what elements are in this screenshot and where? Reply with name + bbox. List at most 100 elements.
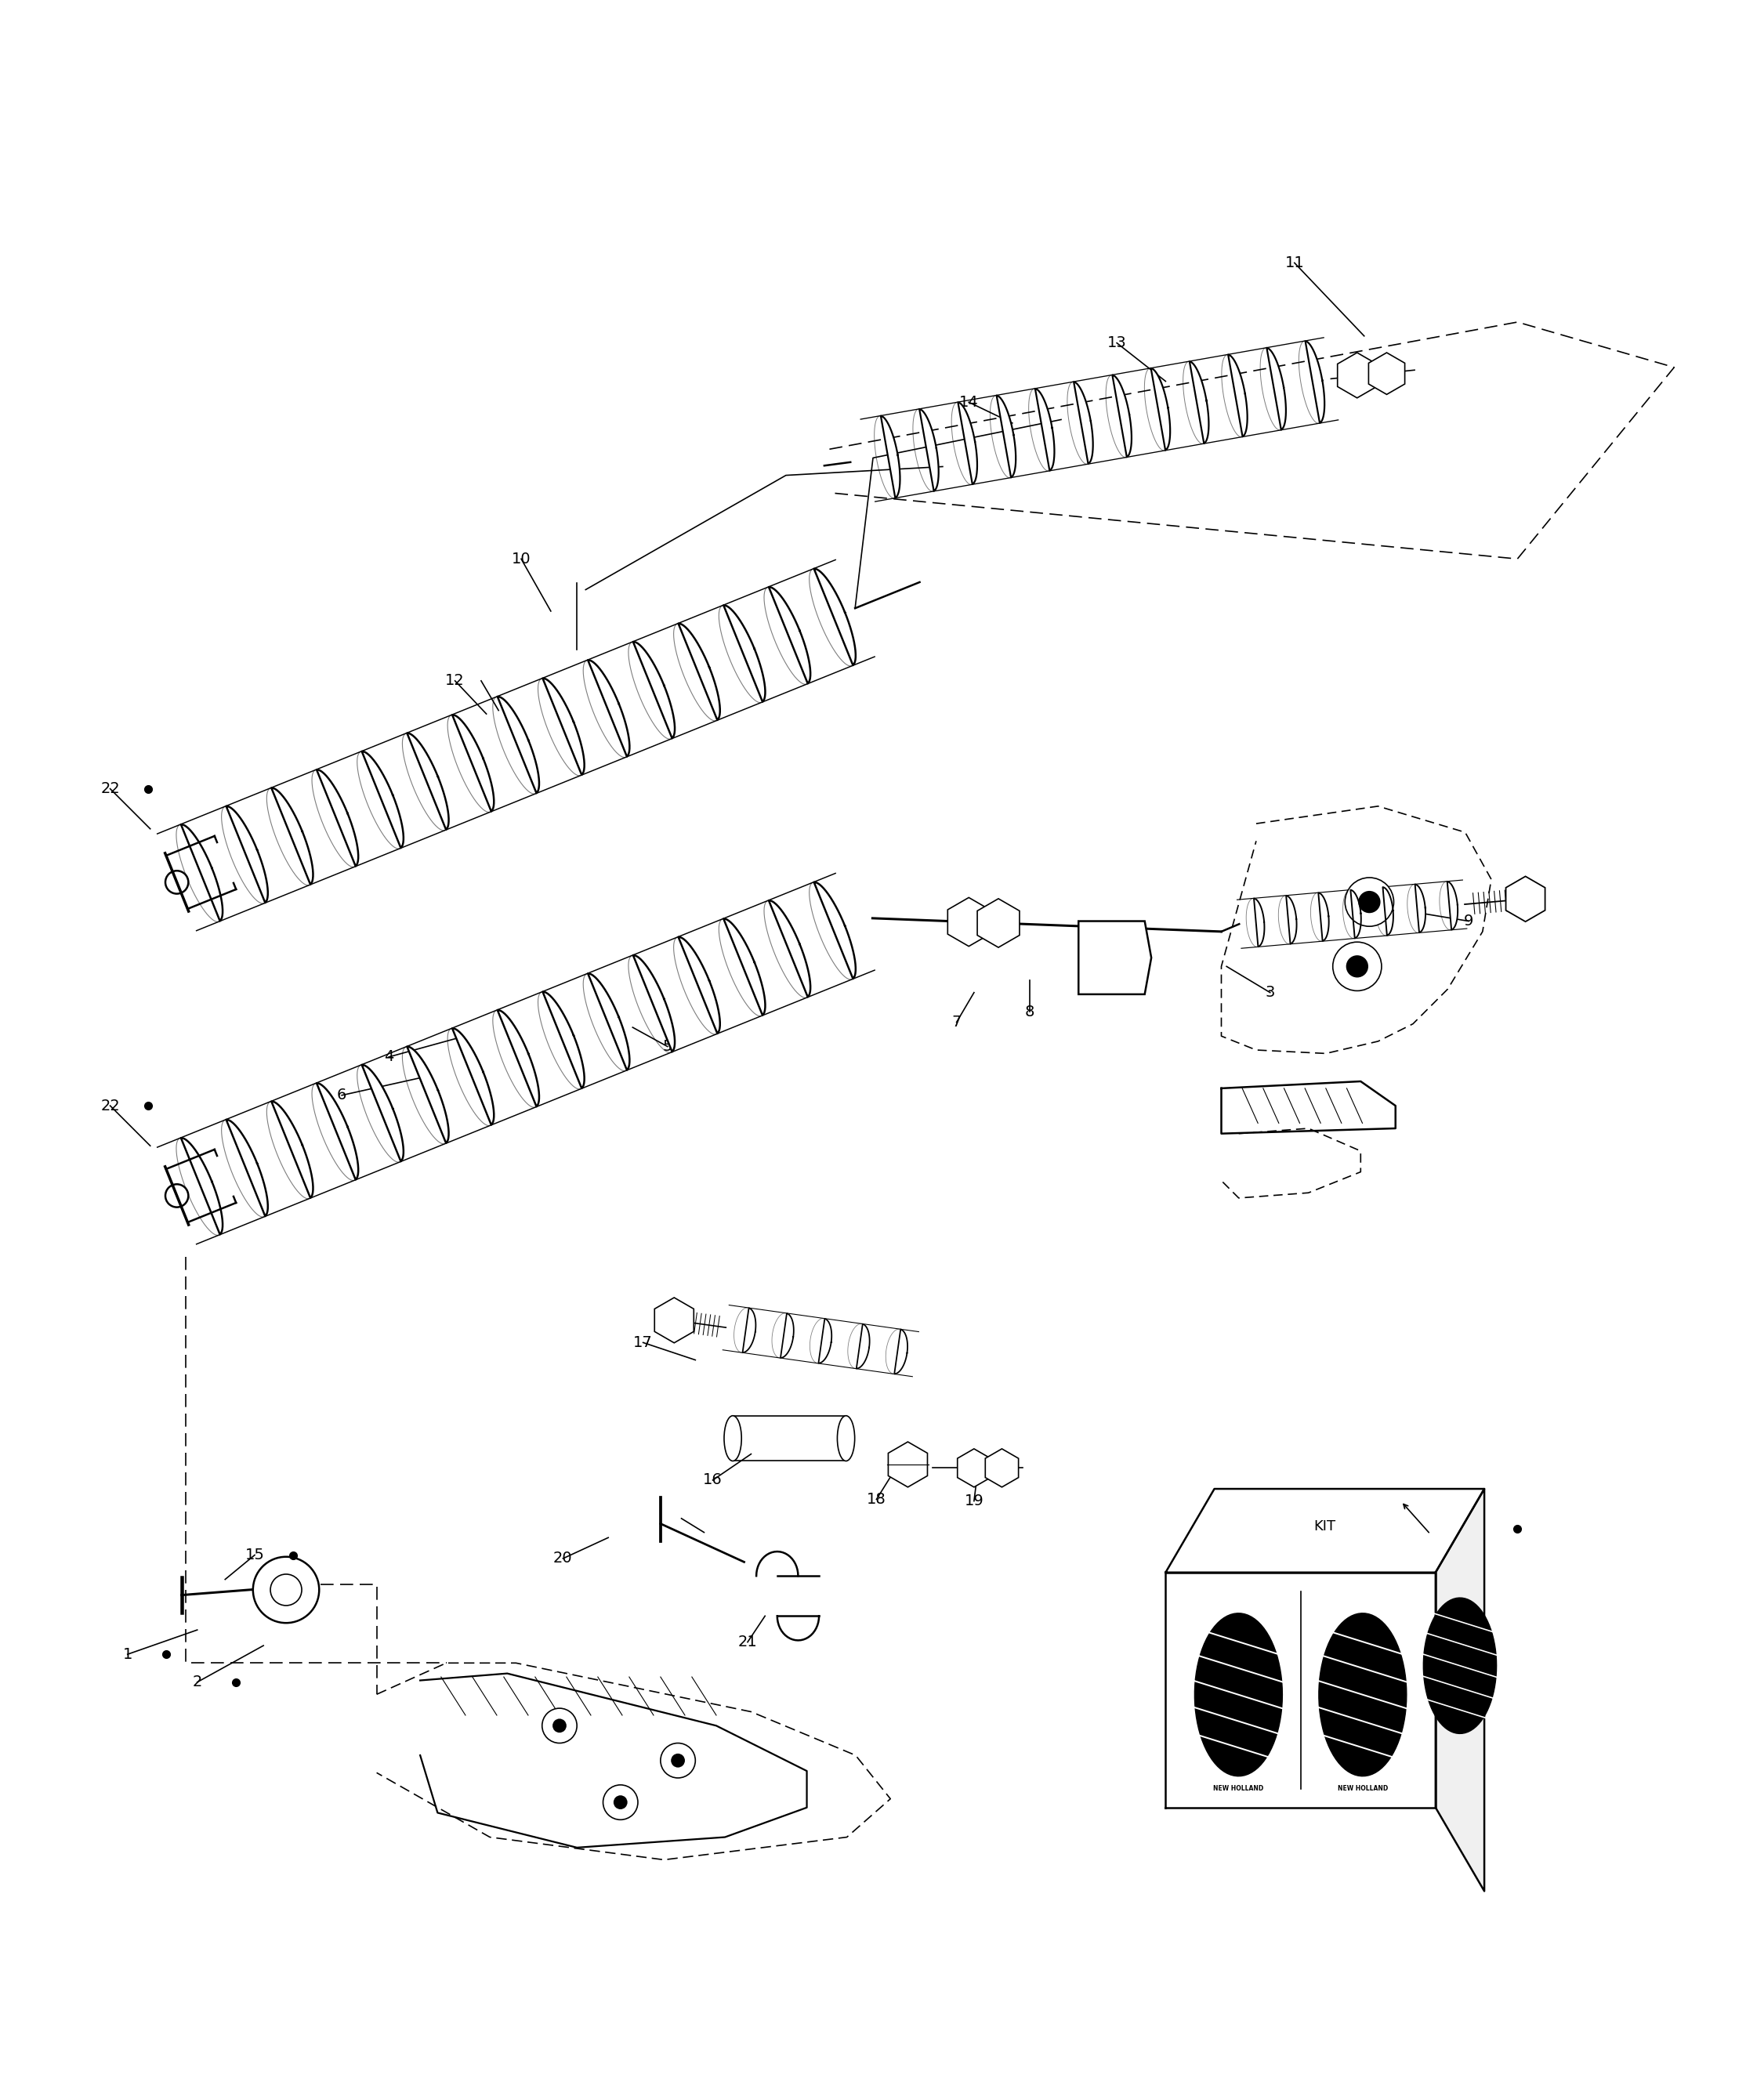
Polygon shape (227, 806, 267, 903)
Polygon shape (723, 605, 765, 701)
Polygon shape (780, 1312, 794, 1359)
Text: 14: 14 (959, 395, 978, 410)
Text: 5: 5 (662, 1040, 672, 1054)
Polygon shape (959, 403, 978, 485)
Polygon shape (271, 788, 313, 884)
Polygon shape (361, 1065, 403, 1161)
Ellipse shape (838, 1415, 856, 1462)
Polygon shape (677, 624, 719, 720)
Text: KIT: KIT (1315, 1520, 1336, 1533)
Text: 9: 9 (1463, 914, 1474, 928)
Polygon shape (182, 825, 223, 922)
Polygon shape (814, 569, 856, 666)
Text: 12: 12 (445, 674, 464, 689)
Polygon shape (1383, 886, 1393, 935)
Polygon shape (1189, 361, 1208, 443)
Text: 18: 18 (866, 1491, 887, 1506)
Polygon shape (856, 1323, 870, 1369)
Polygon shape (316, 769, 358, 865)
Text: 13: 13 (1107, 336, 1126, 351)
Polygon shape (1505, 876, 1545, 922)
Polygon shape (889, 1443, 927, 1487)
Polygon shape (1337, 353, 1376, 397)
Polygon shape (1447, 882, 1458, 930)
Polygon shape (1287, 895, 1297, 945)
Text: NEW HOLLAND: NEW HOLLAND (1337, 1785, 1388, 1791)
Polygon shape (543, 991, 585, 1088)
Polygon shape (1227, 355, 1247, 437)
Text: 11: 11 (1285, 256, 1304, 271)
Circle shape (1332, 943, 1381, 991)
Polygon shape (1079, 922, 1151, 993)
Polygon shape (407, 1046, 449, 1142)
Polygon shape (1414, 884, 1425, 932)
Circle shape (613, 1796, 627, 1810)
Text: 1: 1 (122, 1646, 133, 1661)
Polygon shape (1318, 1613, 1407, 1777)
Circle shape (1346, 956, 1367, 977)
Polygon shape (1369, 353, 1406, 395)
Polygon shape (768, 901, 810, 998)
Polygon shape (1266, 349, 1285, 430)
Polygon shape (588, 974, 630, 1071)
Polygon shape (742, 1308, 756, 1352)
Text: 4: 4 (384, 1050, 393, 1065)
Text: 6: 6 (337, 1088, 347, 1102)
Polygon shape (1423, 1598, 1496, 1735)
Circle shape (670, 1753, 684, 1768)
Polygon shape (361, 752, 403, 848)
Text: 19: 19 (964, 1493, 983, 1508)
Polygon shape (452, 1029, 494, 1126)
Circle shape (1358, 892, 1379, 911)
Polygon shape (1351, 890, 1362, 939)
Polygon shape (880, 416, 899, 498)
Polygon shape (498, 697, 540, 794)
Polygon shape (182, 1138, 223, 1235)
Text: 22: 22 (101, 1098, 120, 1113)
Polygon shape (1194, 1613, 1282, 1777)
Polygon shape (634, 643, 674, 739)
Ellipse shape (725, 1415, 742, 1462)
Circle shape (602, 1785, 637, 1821)
Polygon shape (957, 1449, 990, 1487)
Text: 7: 7 (952, 1014, 962, 1029)
Circle shape (660, 1743, 695, 1779)
Polygon shape (316, 1084, 358, 1180)
Text: 10: 10 (512, 552, 531, 567)
Circle shape (253, 1556, 320, 1623)
Polygon shape (814, 882, 856, 979)
Text: 20: 20 (553, 1552, 573, 1567)
Polygon shape (1306, 340, 1325, 422)
Text: 16: 16 (704, 1472, 723, 1487)
Text: 15: 15 (244, 1548, 264, 1562)
Polygon shape (227, 1119, 267, 1216)
Polygon shape (978, 899, 1020, 947)
Circle shape (1344, 878, 1393, 926)
Polygon shape (997, 395, 1016, 477)
Polygon shape (655, 1298, 693, 1342)
Polygon shape (1151, 368, 1170, 449)
Polygon shape (498, 1010, 540, 1107)
Polygon shape (1435, 1489, 1484, 1892)
Text: 21: 21 (739, 1634, 758, 1649)
Polygon shape (452, 714, 494, 811)
Polygon shape (1112, 376, 1131, 458)
Text: 22: 22 (101, 781, 120, 796)
Polygon shape (271, 1100, 313, 1197)
Polygon shape (920, 410, 939, 491)
Polygon shape (677, 937, 719, 1033)
Text: 8: 8 (1025, 1004, 1035, 1018)
Polygon shape (407, 733, 449, 830)
Polygon shape (768, 588, 810, 682)
Polygon shape (588, 659, 630, 756)
Polygon shape (948, 897, 990, 947)
Polygon shape (543, 678, 585, 775)
Polygon shape (723, 918, 765, 1014)
Polygon shape (1254, 899, 1264, 947)
Polygon shape (894, 1329, 908, 1373)
Polygon shape (1074, 382, 1093, 464)
Polygon shape (1035, 389, 1055, 470)
Polygon shape (985, 1449, 1018, 1487)
Polygon shape (819, 1319, 831, 1363)
Polygon shape (1166, 1489, 1484, 1573)
